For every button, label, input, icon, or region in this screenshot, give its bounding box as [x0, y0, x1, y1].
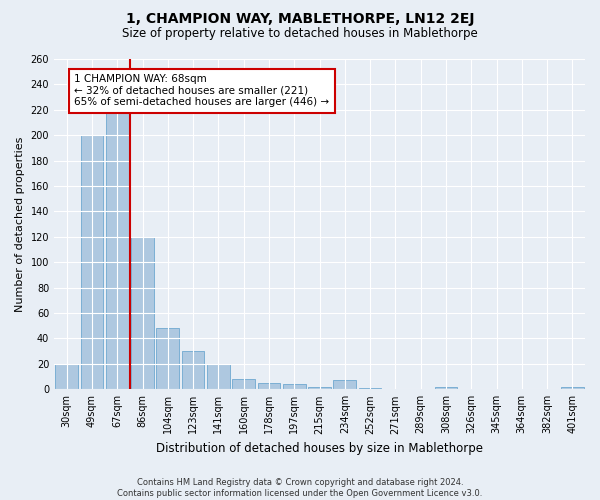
Bar [80, 135, 103, 390]
Text: 1 CHAMPION WAY: 68sqm
← 32% of detached houses are smaller (221)
65% of semi-det: 1 CHAMPION WAY: 68sqm ← 32% of detached … [74, 74, 329, 108]
Bar [182, 351, 205, 390]
Bar [561, 387, 584, 390]
Bar [157, 328, 179, 390]
Bar [106, 97, 128, 390]
Bar [131, 237, 154, 390]
Bar [434, 387, 457, 390]
Bar [207, 364, 230, 390]
Text: Contains HM Land Registry data © Crown copyright and database right 2024.
Contai: Contains HM Land Registry data © Crown c… [118, 478, 482, 498]
Bar [283, 384, 305, 390]
X-axis label: Distribution of detached houses by size in Mablethorpe: Distribution of detached houses by size … [156, 442, 483, 455]
Bar [308, 387, 331, 390]
Bar [334, 380, 356, 390]
Bar [257, 383, 280, 390]
Bar [55, 364, 78, 390]
Text: 1, CHAMPION WAY, MABLETHORPE, LN12 2EJ: 1, CHAMPION WAY, MABLETHORPE, LN12 2EJ [126, 12, 474, 26]
Bar [232, 379, 255, 390]
Bar [359, 388, 382, 390]
Y-axis label: Number of detached properties: Number of detached properties [15, 136, 25, 312]
Text: Size of property relative to detached houses in Mablethorpe: Size of property relative to detached ho… [122, 28, 478, 40]
